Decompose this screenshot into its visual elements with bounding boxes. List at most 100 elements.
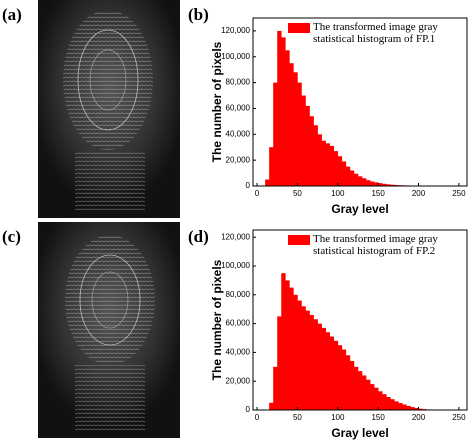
histogram-bar	[390, 184, 395, 186]
y-tick-label: 100,000	[221, 52, 250, 61]
histogram-bar	[345, 166, 351, 186]
histogram-bar	[305, 105, 310, 186]
histogram-bar	[357, 371, 363, 410]
y-axis-label: The number of pixels	[210, 41, 224, 162]
histogram-bar	[301, 95, 306, 186]
histogram-bar	[402, 404, 407, 410]
y-tick-label: 20,000	[226, 155, 251, 164]
histogram-bar	[370, 181, 375, 186]
histogram-bar	[281, 273, 286, 410]
histogram-bar	[321, 327, 326, 410]
histogram-bar	[394, 184, 399, 186]
histogram-bar	[378, 183, 383, 186]
y-tick-label: 40,000	[226, 129, 251, 138]
legend-swatch	[288, 23, 310, 33]
x-tick-label: 50	[293, 189, 302, 198]
histogram-bar	[293, 72, 298, 186]
histogram-bar	[386, 184, 391, 186]
histogram-bar	[370, 384, 375, 410]
x-axis-label: Gray level	[331, 426, 388, 440]
panel-label: (a)	[2, 5, 22, 24]
histogram-bar	[297, 300, 302, 410]
x-tick-label: 50	[293, 413, 302, 422]
histogram-bar	[277, 316, 282, 410]
histogram-bar	[301, 306, 306, 410]
histogram-bar	[353, 366, 359, 410]
panel-label: (b)	[188, 5, 209, 24]
y-tick-label: 60,000	[226, 319, 251, 328]
legend-label: The transformed image gray statistical h…	[313, 21, 438, 45]
histogram-bar	[281, 37, 286, 187]
histogram-bar	[313, 319, 318, 410]
histogram-bar	[333, 340, 339, 410]
histogram-bar	[378, 391, 383, 410]
histogram-bar	[317, 134, 322, 186]
y-tick-label: 120,000	[221, 26, 250, 35]
histogram-bar	[293, 294, 298, 410]
histogram-bar	[297, 82, 302, 186]
histogram-bar	[285, 280, 290, 410]
histogram-bar	[317, 323, 322, 410]
y-tick-label: 40,000	[226, 348, 251, 357]
histogram-bar	[265, 179, 270, 186]
x-tick-label: 200	[412, 189, 426, 198]
histogram-bar	[362, 178, 367, 186]
panel-label: (c)	[2, 227, 21, 246]
histogram-bar	[277, 30, 282, 186]
histogram-bar	[309, 116, 314, 186]
fingerprint-image-2	[38, 222, 180, 438]
x-tick-label: 150	[371, 413, 385, 422]
y-tick-label: 80,000	[226, 290, 251, 299]
y-tick-label: 60,000	[226, 104, 251, 113]
histogram-bar	[325, 332, 331, 410]
histogram-bar	[349, 170, 355, 186]
histogram-bar	[329, 336, 335, 410]
histogram-bar	[269, 147, 274, 186]
histogram-bar	[382, 394, 387, 410]
histogram-bar	[398, 403, 403, 410]
y-tick-label: 100,000	[221, 261, 250, 270]
histogram-bar	[382, 183, 387, 186]
y-tick-label: 0	[246, 181, 251, 190]
histogram-bar	[341, 349, 347, 410]
y-tick-label: 0	[246, 405, 251, 414]
plot-frame	[252, 229, 468, 411]
x-tick-label: 200	[412, 413, 426, 422]
x-tick-label: 250	[452, 189, 466, 198]
histogram-bar	[410, 407, 415, 410]
histogram-bar	[406, 405, 411, 410]
histogram-bar	[329, 145, 335, 186]
histogram-bar	[394, 401, 399, 410]
plot-frame	[252, 17, 468, 187]
histogram-bar	[337, 345, 343, 410]
histogram-bar	[285, 50, 290, 186]
y-tick-label: 120,000	[221, 232, 250, 241]
y-axis-label: The number of pixels	[210, 259, 224, 380]
histogram-bar	[341, 161, 347, 186]
histogram-bar	[390, 399, 395, 410]
x-tick-label: 250	[452, 413, 466, 422]
legend: The transformed image gray statistical h…	[313, 21, 438, 45]
histogram-bar	[325, 143, 331, 186]
legend-swatch	[288, 235, 310, 245]
x-tick-label: 0	[255, 413, 260, 422]
histogram-bar	[349, 361, 355, 410]
histogram-bar	[353, 173, 359, 186]
histogram-bar	[386, 397, 391, 410]
x-tick-label: 150	[371, 189, 385, 198]
histogram-bar	[337, 156, 343, 186]
x-tick-label: 100	[331, 189, 345, 198]
legend: The transformed image gray statistical h…	[313, 233, 438, 257]
histogram-bar	[345, 355, 351, 410]
histogram-bar	[362, 375, 367, 410]
panel-label: (d)	[188, 227, 209, 246]
histogram-bar	[321, 140, 326, 186]
histogram-bar	[357, 176, 363, 186]
x-axis-label: Gray level	[331, 202, 388, 216]
histogram-bar	[366, 180, 371, 186]
y-tick-label: 80,000	[226, 78, 251, 87]
histogram-bar	[374, 182, 379, 186]
fingerprint-image-1	[38, 0, 180, 218]
